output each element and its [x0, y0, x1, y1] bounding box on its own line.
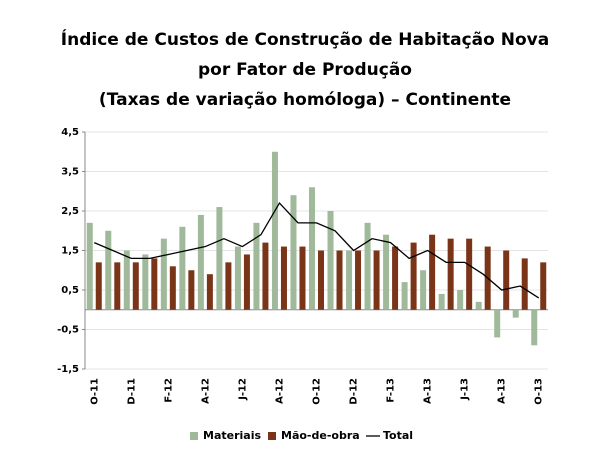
y-tick-label: -1,5 — [57, 364, 79, 375]
y-tick-label: 4,5 — [61, 127, 79, 138]
bar — [438, 293, 445, 310]
bar — [253, 222, 260, 310]
bar — [243, 254, 250, 310]
x-tick-label: F-12 — [163, 378, 174, 403]
legend-swatch — [190, 432, 198, 440]
bar — [123, 250, 130, 310]
y-tick-label: 2,5 — [61, 206, 79, 217]
chart-title: (Taxas de variação homóloga) – Continent… — [99, 90, 511, 110]
bar — [383, 234, 390, 310]
bar — [346, 250, 353, 310]
bar — [271, 151, 278, 310]
bar — [188, 270, 195, 310]
y-tick-label: 1,5 — [61, 246, 79, 257]
bar — [160, 238, 167, 310]
bar — [503, 250, 510, 310]
legend-label: Mão-de-obra — [281, 429, 360, 442]
chart-title: Índice de Custos de Construção de Habita… — [61, 28, 549, 50]
bar — [290, 195, 297, 310]
x-tick-label: J-12 — [237, 378, 248, 401]
x-tick-label: A-12 — [274, 378, 285, 404]
bar — [179, 226, 186, 310]
x-tick-label: O-12 — [312, 378, 323, 405]
bar — [225, 262, 232, 310]
bar — [299, 246, 306, 310]
x-tick-label: F-13 — [386, 378, 397, 403]
x-tick-label: O-11 — [89, 378, 100, 405]
bar — [197, 214, 204, 310]
bar — [86, 222, 93, 310]
bar — [234, 246, 241, 310]
bar — [262, 242, 269, 310]
bar — [336, 250, 343, 310]
legend-label: Total — [383, 429, 413, 442]
line — [94, 202, 540, 299]
x-tick-label: A-12 — [200, 378, 211, 404]
bar — [95, 262, 102, 310]
x-tick-label: A-13 — [497, 378, 508, 404]
legend-swatch — [268, 432, 276, 440]
bar — [531, 309, 538, 346]
bar — [475, 301, 482, 310]
bar — [280, 246, 287, 310]
bar — [392, 246, 399, 310]
bar — [355, 250, 362, 310]
bar — [466, 238, 473, 310]
bar — [457, 290, 464, 310]
bar — [521, 258, 528, 310]
x-tick-label: D-11 — [126, 378, 137, 405]
bar — [410, 242, 417, 310]
y-tick-label: 0,5 — [61, 285, 79, 296]
bar — [494, 309, 501, 338]
bar — [206, 274, 213, 310]
legend-label: Materiais — [203, 429, 261, 442]
bar — [151, 258, 158, 310]
x-tick-label: J-13 — [460, 378, 471, 401]
bar — [447, 238, 454, 310]
bar — [540, 262, 547, 310]
bar — [512, 309, 519, 318]
bar — [105, 230, 112, 310]
x-tick-label: A-13 — [423, 378, 434, 404]
bar — [327, 211, 334, 310]
bar — [373, 250, 380, 310]
bar — [429, 234, 436, 310]
x-tick-label: D-12 — [349, 378, 360, 405]
bar — [309, 187, 315, 310]
bar — [420, 270, 427, 310]
bar — [364, 222, 371, 310]
bar — [216, 207, 223, 310]
bar — [318, 250, 324, 310]
y-tick-label: -0,5 — [57, 325, 79, 336]
bar — [114, 262, 121, 310]
chart-title: por Fator de Produção — [198, 60, 412, 80]
x-tick-label: O-13 — [534, 378, 545, 405]
bar — [169, 266, 176, 310]
bar — [142, 254, 149, 310]
bar — [401, 282, 408, 310]
bar — [132, 262, 139, 310]
y-tick-label: 3,5 — [61, 167, 79, 178]
